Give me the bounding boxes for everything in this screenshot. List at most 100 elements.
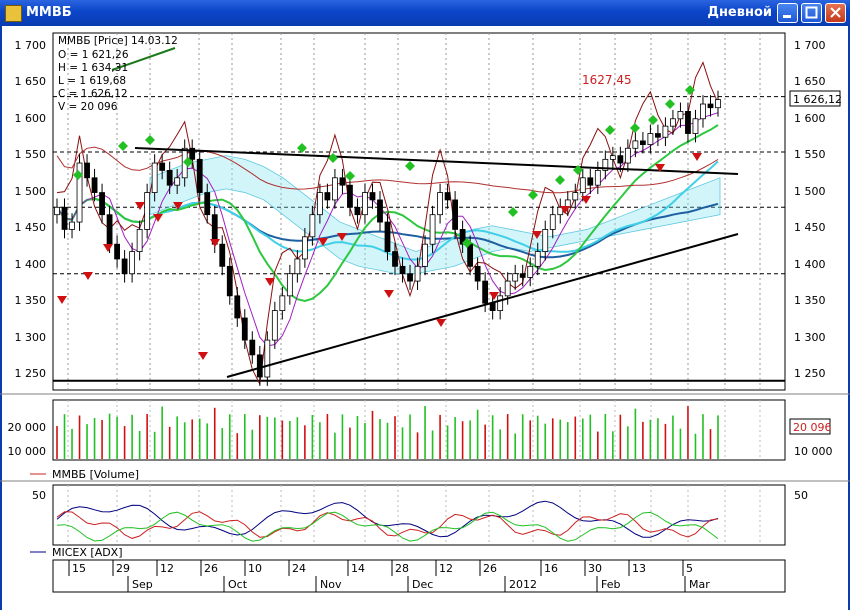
buy-signal-icon xyxy=(462,238,472,248)
candle-body xyxy=(670,118,676,127)
candle-body xyxy=(392,251,398,267)
buy-signal-icon xyxy=(555,175,565,185)
candle-body xyxy=(609,155,616,160)
info-line: H = 1 634,31 xyxy=(58,62,128,74)
sell-signal-icon xyxy=(532,231,542,239)
month-label: Oct xyxy=(228,578,248,591)
y-tick-label-right: 1 450 xyxy=(794,221,826,234)
y-tick-label: 1 600 xyxy=(15,112,47,125)
candle-body xyxy=(519,273,526,278)
candle-body xyxy=(369,192,376,201)
candle-body xyxy=(76,162,83,223)
candle-body xyxy=(579,177,586,193)
candle-body xyxy=(497,295,504,312)
last-volume-box xyxy=(789,418,831,435)
time-axis-labels: 15 29 12 26 10 24 14 28 12 26 16 30 13 5 Sep Oct Nov Dec 2… xyxy=(68,560,710,592)
sell-signal-icon xyxy=(153,214,163,222)
window-title: ММВБ xyxy=(26,5,72,20)
candle-body xyxy=(234,295,241,319)
sell-signal-icon xyxy=(560,206,570,214)
adx-legend: MICEX [ADX] xyxy=(52,546,123,559)
candle-body xyxy=(429,214,436,245)
app-icon xyxy=(5,5,22,22)
ichimoku-cloud xyxy=(149,155,721,275)
y-tick-label-right: 1 500 xyxy=(794,185,826,198)
candle-body xyxy=(474,265,481,282)
y-tick-label: 1 450 xyxy=(15,221,47,234)
candle-body xyxy=(534,251,541,267)
sell-signal-icon xyxy=(318,238,328,246)
y-tick-label-right: 1 350 xyxy=(794,294,826,307)
y-tick-label: 1 300 xyxy=(15,331,47,344)
buy-signal-icon xyxy=(508,207,518,217)
candle-body xyxy=(332,177,338,201)
candle-body xyxy=(602,158,609,171)
candle-body xyxy=(639,140,646,146)
maximize-button[interactable] xyxy=(801,3,822,23)
last-volume: 20 096 xyxy=(793,421,832,434)
trend-lines xyxy=(111,47,739,378)
sell-signal-icon xyxy=(489,292,499,300)
candle-body xyxy=(226,265,233,297)
info-line: L = 1 619,68 xyxy=(58,75,126,87)
month-label: Dec xyxy=(412,578,433,591)
sell-signal-icon xyxy=(173,202,183,210)
candle-body xyxy=(129,251,136,275)
ma-short-line xyxy=(56,124,719,303)
volume-panel-frame xyxy=(52,399,786,461)
candle-body xyxy=(459,229,466,245)
buy-signal-icon xyxy=(685,85,695,95)
candle-body xyxy=(489,302,496,312)
candle-body xyxy=(61,206,68,230)
candle-body xyxy=(166,170,173,186)
buy-signal-icon xyxy=(605,125,615,135)
month-label: Feb xyxy=(601,578,620,591)
day-label: 30 xyxy=(588,562,602,575)
candle-body xyxy=(309,214,316,238)
day-label: 26 xyxy=(204,562,218,575)
candle-body xyxy=(504,280,511,297)
adx-panel-frame xyxy=(52,484,786,546)
sell-signal-icon xyxy=(337,233,347,241)
cloud-area xyxy=(149,155,721,275)
sell-signal-icon xyxy=(198,352,208,360)
candle-body xyxy=(189,147,196,160)
candle-body xyxy=(91,177,98,193)
candle-body xyxy=(354,206,361,216)
maximize-icon xyxy=(805,6,818,19)
volume-y-label: 10 000 xyxy=(8,445,47,458)
candle-body xyxy=(444,192,451,201)
candle-body xyxy=(384,221,391,252)
chart-window xyxy=(0,26,850,610)
month-label: Mar xyxy=(689,578,710,591)
candle-body xyxy=(136,229,143,252)
close-button[interactable] xyxy=(825,3,846,23)
adx-y-label: 50 xyxy=(32,489,46,502)
y-tick-label: 1 650 xyxy=(15,75,47,88)
sell-signal-icon xyxy=(210,239,220,247)
candle-body xyxy=(301,236,308,260)
buy-signal-icon xyxy=(118,141,128,151)
candle-body xyxy=(362,192,368,216)
buy-signal-icon xyxy=(528,190,538,200)
y-tick-label: 1 350 xyxy=(15,294,47,307)
y-tick-label-right: 1 250 xyxy=(794,367,826,380)
candle-body xyxy=(624,147,631,164)
last-price-box xyxy=(789,90,841,107)
candle-body xyxy=(204,192,211,216)
candle-body xyxy=(594,170,601,186)
candle-body xyxy=(99,192,105,216)
buy-signal-icon xyxy=(297,143,307,153)
y-tick-label: 1 550 xyxy=(15,148,47,161)
candle-body xyxy=(692,118,699,134)
day-label: 12 xyxy=(439,562,453,575)
minimize-button[interactable] xyxy=(777,3,798,23)
candle-body xyxy=(271,310,278,341)
candle-body xyxy=(700,103,706,120)
candle-body xyxy=(587,177,594,186)
volume-y-label-right: 10 000 xyxy=(794,445,833,458)
candle-body xyxy=(377,199,383,223)
adx-line xyxy=(56,500,719,538)
candle-body xyxy=(677,111,684,120)
